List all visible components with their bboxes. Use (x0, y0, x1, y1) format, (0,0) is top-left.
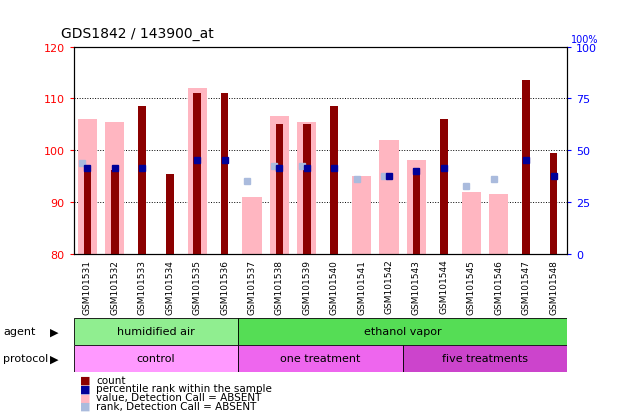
Bar (413, 169, 420, 254)
Text: ▶: ▶ (50, 326, 58, 337)
Text: GSM101542: GSM101542 (385, 259, 394, 314)
Text: five treatments: five treatments (442, 353, 528, 363)
Text: GSM101544: GSM101544 (439, 259, 449, 314)
Text: GSM101538: GSM101538 (275, 259, 284, 314)
Text: GSM101545: GSM101545 (467, 259, 476, 314)
Bar (238, 318, 567, 345)
Text: GSM101533: GSM101533 (138, 259, 147, 314)
Bar (297, 122, 317, 254)
Text: ethanol vapor: ethanol vapor (364, 326, 442, 337)
Bar (379, 140, 399, 254)
Text: humidified air: humidified air (117, 326, 195, 337)
Bar (83, 169, 91, 254)
Bar (74, 345, 238, 372)
Bar (74, 318, 238, 345)
Bar (221, 94, 228, 254)
Bar (462, 192, 481, 254)
Bar (238, 345, 403, 372)
Text: GSM101537: GSM101537 (247, 259, 256, 314)
Bar (242, 197, 262, 254)
Bar (138, 107, 146, 254)
Bar (522, 81, 530, 254)
Bar (403, 345, 567, 372)
Bar (550, 153, 558, 254)
Text: GSM101532: GSM101532 (110, 259, 119, 314)
Text: 100%: 100% (572, 35, 599, 45)
Text: GSM101536: GSM101536 (220, 259, 229, 314)
Bar (352, 177, 371, 254)
Text: protocol: protocol (3, 353, 49, 363)
Bar (489, 195, 508, 254)
Bar (166, 175, 174, 254)
Text: one treatment: one treatment (280, 353, 361, 363)
Text: count: count (96, 375, 126, 385)
Text: GSM101535: GSM101535 (192, 259, 202, 314)
Text: ■: ■ (80, 401, 90, 411)
Text: GSM101539: GSM101539 (303, 259, 312, 314)
Bar (330, 107, 338, 254)
Bar (303, 125, 311, 254)
Bar (111, 170, 119, 254)
Text: GSM101534: GSM101534 (165, 259, 174, 314)
Text: GSM101546: GSM101546 (494, 259, 503, 314)
Bar (407, 161, 426, 254)
Text: ▶: ▶ (50, 353, 58, 363)
Text: ■: ■ (80, 384, 90, 394)
Text: rank, Detection Call = ABSENT: rank, Detection Call = ABSENT (96, 401, 256, 411)
Text: ■: ■ (80, 392, 90, 402)
Text: GSM101543: GSM101543 (412, 259, 421, 314)
Text: agent: agent (3, 326, 36, 337)
Bar (194, 94, 201, 254)
Bar (188, 89, 206, 254)
Text: GSM101548: GSM101548 (549, 259, 558, 314)
Bar (105, 122, 124, 254)
Text: GSM101540: GSM101540 (329, 259, 338, 314)
Text: value, Detection Call = ABSENT: value, Detection Call = ABSENT (96, 392, 262, 402)
Text: control: control (137, 353, 175, 363)
Bar (276, 125, 283, 254)
Text: ■: ■ (80, 375, 90, 385)
Text: GSM101547: GSM101547 (522, 259, 531, 314)
Bar (270, 117, 289, 254)
Text: GSM101541: GSM101541 (357, 259, 366, 314)
Bar (440, 120, 447, 254)
Text: percentile rank within the sample: percentile rank within the sample (96, 384, 272, 394)
Text: GDS1842 / 143900_at: GDS1842 / 143900_at (61, 27, 213, 41)
Text: GSM101531: GSM101531 (83, 259, 92, 314)
Bar (78, 120, 97, 254)
